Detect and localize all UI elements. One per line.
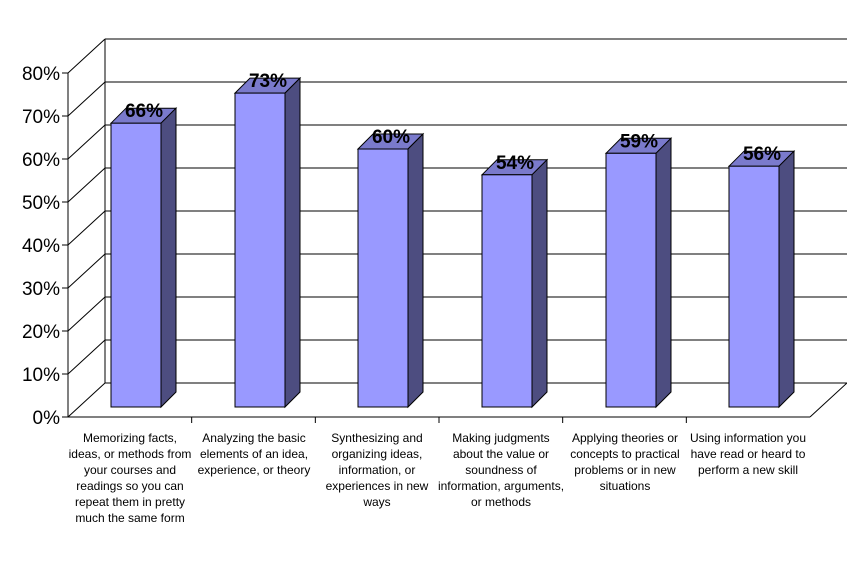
bar-side (407, 132, 424, 409)
bar-side (778, 149, 795, 409)
y-tick-label: 60% (22, 150, 60, 171)
data-label: 73% (249, 71, 287, 92)
y-tick-label: 70% (22, 107, 60, 128)
data-label: 66% (125, 101, 163, 122)
bar-front (110, 122, 162, 408)
bar (480, 158, 549, 409)
bar-front (357, 148, 409, 408)
x-tick-label: Memorizing facts, ideas, or methods from… (68, 431, 192, 525)
y-tick-label: 20% (22, 322, 60, 343)
bar-front (605, 152, 657, 408)
y-tick-label: 50% (22, 193, 60, 214)
bar (233, 76, 302, 409)
data-label: 60% (372, 127, 410, 148)
bar-front (728, 165, 780, 408)
y-tick-label: 10% (22, 365, 60, 386)
y-tick-label: 80% (22, 64, 60, 85)
side-gridline (67, 296, 106, 332)
gridlines (67, 38, 847, 418)
side-gridline (67, 81, 106, 117)
x-tick-label: Making judgments about the value or soun… (437, 431, 565, 509)
data-labels: 66% 73% 60% 54% 59% 56% (125, 71, 781, 174)
side-gridline (67, 38, 106, 74)
side-gridline (67, 210, 106, 246)
y-tick-label: 0% (33, 408, 61, 429)
side-gridline (67, 167, 106, 203)
side-gridline (67, 382, 106, 418)
bar-side (284, 76, 301, 409)
data-label: 54% (496, 153, 534, 174)
y-tick-label: 40% (22, 236, 60, 257)
x-tick-label: Applying theories or concepts to practic… (570, 431, 680, 493)
data-label: 59% (620, 131, 658, 152)
data-label: 56% (743, 144, 781, 165)
bar-side (531, 158, 548, 409)
bar (356, 132, 425, 409)
bar-side (160, 106, 177, 409)
floor-edge (809, 382, 847, 418)
y-tick-labels: 0% 10% 20% 30% 40% 50% 60% 70% 80% (22, 64, 60, 429)
bar (727, 149, 796, 409)
side-gridline (67, 124, 106, 160)
bar-front (481, 174, 533, 408)
y-tick-label: 30% (22, 279, 60, 300)
bar (604, 137, 673, 409)
bar-side (655, 137, 672, 409)
x-tick-label: Synthesizing and organizing ideas, infor… (325, 431, 429, 509)
bar-front (234, 92, 286, 408)
side-gridline (67, 339, 106, 375)
x-tick-label: Analyzing the basic elements of an idea,… (197, 431, 311, 477)
bars (109, 76, 796, 409)
side-gridline (67, 253, 106, 289)
axes (62, 39, 847, 423)
x-tick-label: Using information you have read or heard… (689, 431, 807, 477)
bar (109, 106, 178, 409)
